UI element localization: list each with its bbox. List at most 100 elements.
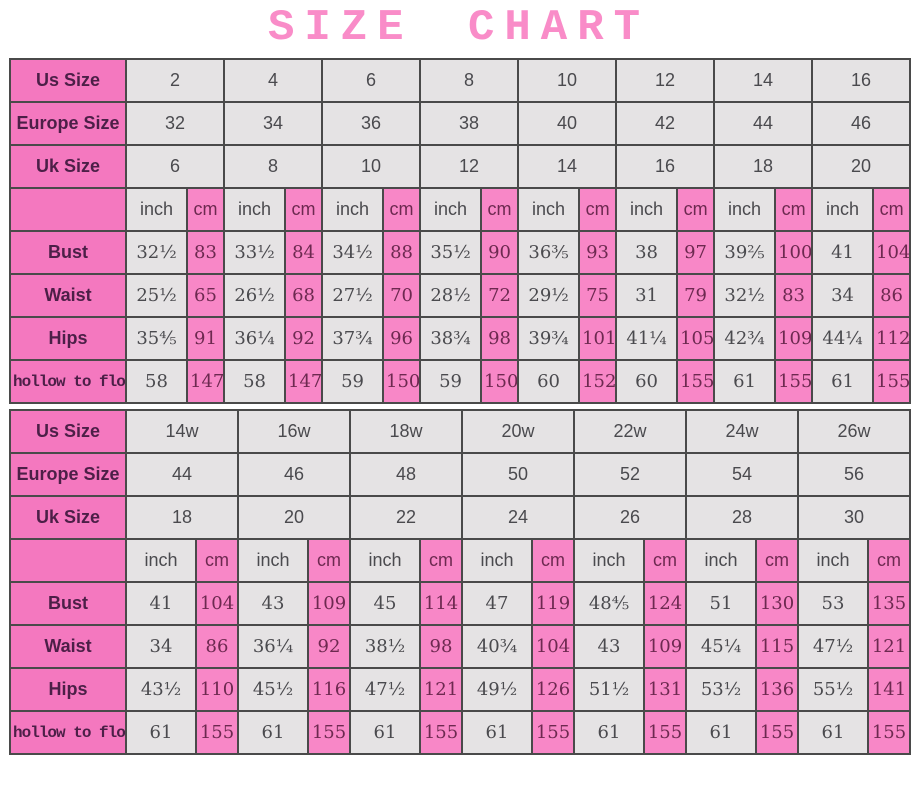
- unit-inch-cell: inch: [125, 538, 197, 584]
- size-row: Us Size 14w 16w 18w 20w 22w 24w 26w: [9, 409, 911, 455]
- inch-value-cell: 40¾: [461, 624, 533, 670]
- inch-value-cell: 51: [685, 581, 757, 627]
- size-row: Europe Size 44 46 48 50 52 54 56: [9, 452, 911, 498]
- size-value-cell: 18: [713, 144, 814, 190]
- inch-value-cell: 60: [615, 359, 679, 405]
- size-value-cell: 10: [321, 144, 422, 190]
- measure-row: hollow to floor5814758147591505915060152…: [9, 359, 912, 405]
- cm-value-cell: 121: [867, 624, 911, 670]
- size-value-cell: 24w: [685, 409, 799, 455]
- inch-value-cell: 61: [713, 359, 777, 405]
- inch-value-cell: 43: [237, 581, 309, 627]
- inch-value-cell: 51½: [573, 667, 645, 713]
- inch-value-cell: 34: [125, 624, 197, 670]
- page-title: SIZE CHART: [267, 3, 651, 53]
- inch-value-cell: 39⅖: [713, 230, 777, 276]
- inch-value-cell: 49½: [461, 667, 533, 713]
- inch-value-cell: 59: [321, 359, 385, 405]
- inch-value-cell: 42¾: [713, 316, 777, 362]
- row-label-empty: [9, 538, 127, 584]
- inch-value-cell: 32½: [125, 230, 188, 276]
- measure-row: Bust 41 104 43 109 45 114 47 119 48⅘ 124 51 130 53 135: [9, 581, 911, 627]
- inch-value-cell: 35⅘: [125, 316, 188, 362]
- unit-inch-cell: inch: [349, 538, 421, 584]
- unit-cm-cell: cm: [185, 187, 226, 233]
- inch-value-cell: 27½: [321, 273, 385, 319]
- measure-row: Waist 34 86 36¼ 92 38½ 98 40¾ 104 43 109 45¼ 115 47½ 1…: [9, 624, 911, 670]
- unit-inch-cell: inch: [615, 187, 679, 233]
- inch-value-cell: 44¼: [811, 316, 875, 362]
- row-label: Waist: [9, 624, 127, 670]
- cm-value-cell: 155: [195, 710, 239, 756]
- unit-inch-cell: inch: [419, 187, 483, 233]
- cm-value-cell: 155: [872, 359, 912, 405]
- inch-value-cell: 34: [811, 273, 875, 319]
- cm-value-cell: 97: [676, 230, 716, 276]
- row-label: hollow to floor: [9, 710, 127, 756]
- measure-row: Waist 25½ 65 26½ 68 27½ 70 28½ 72 29½ 75 31 79 32½ 83 3…: [9, 273, 912, 319]
- cm-value-cell: 115: [755, 624, 799, 670]
- inch-value-cell: 29½: [517, 273, 581, 319]
- size-value-cell: 16w: [237, 409, 351, 455]
- cm-value-cell: 109: [307, 581, 351, 627]
- inch-value-cell: 58: [125, 359, 188, 405]
- cm-value-cell: 86: [872, 273, 912, 319]
- inch-value-cell: 38¾: [419, 316, 483, 362]
- cm-value-cell: 141: [867, 667, 911, 713]
- size-value-cell: 20: [811, 144, 912, 190]
- unit-cm-cell: cm: [195, 538, 239, 584]
- row-label: Europe Size: [9, 452, 127, 498]
- size-value-cell: 32: [124, 101, 226, 147]
- inch-value-cell: 58: [223, 359, 287, 405]
- cm-value-cell: 65: [185, 273, 226, 319]
- inch-value-cell: 36¼: [223, 316, 287, 362]
- cm-value-cell: 68: [284, 273, 324, 319]
- size-value-cell: 16: [615, 144, 716, 190]
- cm-value-cell: 109: [774, 316, 814, 362]
- size-value-cell: 56: [797, 452, 911, 498]
- cm-value-cell: 126: [531, 667, 575, 713]
- measure-row: Hips 35⅘ 91 36¼ 92 37¾ 96 38¾ 98 39¾ 101 41¼ 105 42¾ 1…: [9, 316, 912, 362]
- size-value-cell: 28: [685, 495, 799, 541]
- unit-inch-cell: inch: [461, 538, 533, 584]
- cm-value-cell: 116: [307, 667, 351, 713]
- cm-value-cell: 96: [382, 316, 422, 362]
- cm-value-cell: 147: [185, 359, 226, 405]
- measure-row: hollow to floor6115561155611556115561155…: [9, 710, 911, 756]
- size-value-cell: 8: [419, 58, 520, 104]
- size-value-cell: 52: [573, 452, 687, 498]
- cm-value-cell: 130: [755, 581, 799, 627]
- size-chart: Us Size 2 4 6 8 10 12 14 16 Europe Size 32 34 36 38 40…: [0, 58, 918, 756]
- inch-value-cell: 32½: [713, 273, 777, 319]
- size-value-cell: 22: [349, 495, 463, 541]
- cm-value-cell: 147: [284, 359, 324, 405]
- inch-value-cell: 61: [461, 710, 533, 756]
- inch-value-cell: 43½: [125, 667, 197, 713]
- unit-inch-cell: inch: [713, 187, 777, 233]
- unit-cm-cell: cm: [307, 538, 351, 584]
- size-value-cell: 6: [124, 144, 226, 190]
- row-label: Bust: [9, 581, 127, 627]
- unit-inch-cell: inch: [517, 187, 581, 233]
- cm-value-cell: 72: [480, 273, 520, 319]
- inch-value-cell: 39¾: [517, 316, 581, 362]
- cm-value-cell: 90: [480, 230, 520, 276]
- cm-value-cell: 105: [676, 316, 716, 362]
- inch-value-cell: 61: [797, 710, 869, 756]
- unit-cm-cell: cm: [867, 538, 911, 584]
- size-value-cell: 20: [237, 495, 351, 541]
- size-value-cell: 20w: [461, 409, 575, 455]
- inch-value-cell: 37¾: [321, 316, 385, 362]
- row-label: Europe Size: [9, 101, 127, 147]
- cm-value-cell: 104: [531, 624, 575, 670]
- cm-value-cell: 75: [578, 273, 618, 319]
- size-value-cell: 14: [713, 58, 814, 104]
- unit-cm-cell: cm: [872, 187, 912, 233]
- inch-value-cell: 43: [573, 624, 645, 670]
- unit-inch-cell: inch: [685, 538, 757, 584]
- inch-value-cell: 61: [349, 710, 421, 756]
- row-label: Us Size: [9, 409, 127, 455]
- cm-value-cell: 155: [676, 359, 716, 405]
- size-row: Us Size 2 4 6 8 10 12 14 16: [9, 58, 912, 104]
- inch-value-cell: 45½: [237, 667, 309, 713]
